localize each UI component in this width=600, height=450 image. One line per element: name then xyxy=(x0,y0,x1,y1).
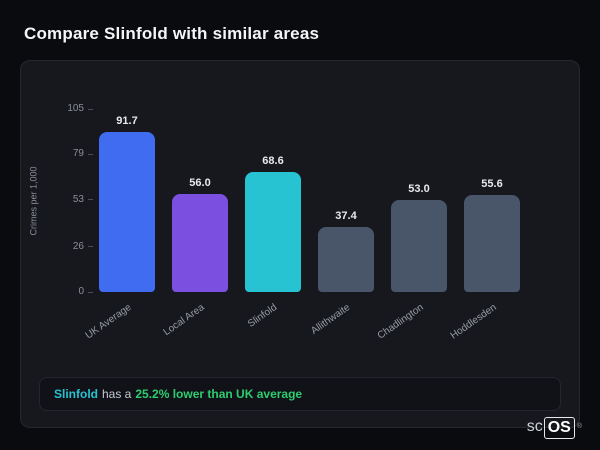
bar-column-uk-average: 91.7 UK Average xyxy=(83,109,155,342)
bar-column-allithwaite: 37.4 Allithwaite xyxy=(309,109,374,337)
logo-prefix: sc xyxy=(526,418,543,435)
summary-middle-text: has a xyxy=(102,387,132,401)
y-tick-0: 0 xyxy=(78,286,93,298)
bar-value-label: 37.4 xyxy=(335,209,357,222)
summary-area-name: Slinfold xyxy=(54,387,98,401)
registered-mark-icon: ® xyxy=(576,423,582,430)
y-axis-title-wrap: Crimes per 1,000 xyxy=(27,109,41,292)
bar-value-label: 56.0 xyxy=(189,177,211,190)
bar-category-label: Slinfold xyxy=(246,302,280,330)
bar-value-label: 68.6 xyxy=(262,155,284,168)
bar-slinfold[interactable] xyxy=(245,172,301,292)
y-axis-title: Crimes per 1,000 xyxy=(29,165,39,236)
bar-chart: Crimes per 1,000 0 26 53 79 105 91.7 UK Avera… xyxy=(21,61,579,361)
bar-allithwaite[interactable] xyxy=(318,226,374,292)
bar-uk-average[interactable] xyxy=(99,132,155,292)
bar-column-chadlington: 53.0 Chadlington xyxy=(375,109,447,342)
logo-suffix: OS xyxy=(543,417,575,439)
bar-local-area[interactable] xyxy=(172,194,228,292)
y-tick-79: 79 xyxy=(73,148,93,160)
bar-category-label: Hoddlesden xyxy=(448,302,499,342)
page-title: Compare Slinfold with similar areas xyxy=(24,24,320,43)
summary-highlight-text: 25.2% lower than UK average xyxy=(135,387,303,401)
y-tick-53: 53 xyxy=(73,194,93,206)
y-tick-26: 26 xyxy=(73,241,93,253)
bar-category-label: Allithwaite xyxy=(309,302,353,337)
bar-value-label: 55.6 xyxy=(481,178,503,191)
bar-hoddlesden[interactable] xyxy=(464,195,520,292)
bar-value-label: 91.7 xyxy=(116,115,138,128)
bar-category-label: Chadlington xyxy=(375,302,426,342)
y-axis: 0 26 53 79 105 xyxy=(47,103,93,297)
chart-card: Crimes per 1,000 0 26 53 79 105 91.7 UK Avera… xyxy=(20,60,580,428)
summary-box: Slinfold has a 25.2% lower than UK avera… xyxy=(39,377,561,411)
scos-logo: sc OS ® xyxy=(527,417,582,439)
bar-column-slinfold: 68.6 Slinfold xyxy=(245,109,301,330)
bar-category-label: Local Area xyxy=(161,302,207,339)
bar-chadlington[interactable] xyxy=(391,199,447,292)
bar-category-label: UK Average xyxy=(83,302,134,342)
y-tick-105: 105 xyxy=(67,103,93,115)
bar-column-local-area: 56.0 Local Area xyxy=(161,109,228,338)
plot-area: 91.7 UK Average 56.0 Local Area 68.6 Slinfold… xyxy=(83,109,520,342)
bar-value-label: 53.0 xyxy=(408,182,430,195)
bar-column-hoddlesden: 55.6 Hoddlesden xyxy=(448,109,520,342)
